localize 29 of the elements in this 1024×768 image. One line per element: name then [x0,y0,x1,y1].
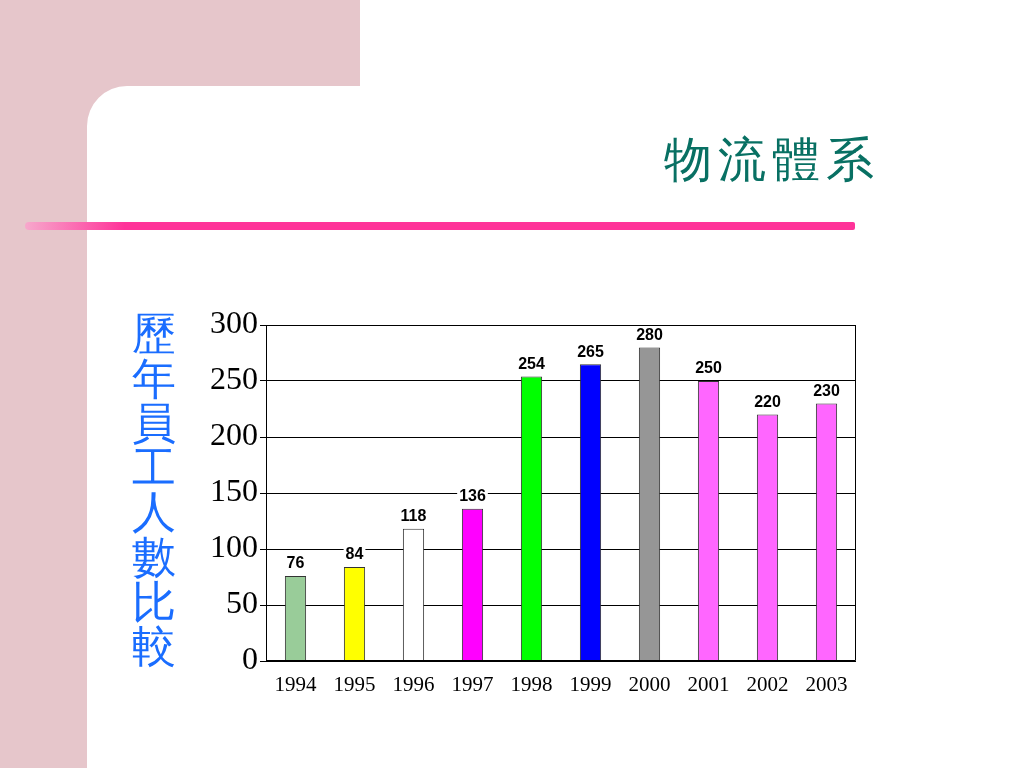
x-tick-label: 1995 [333,672,376,697]
y-tick-label: 250 [210,360,258,397]
x-tick-label: 1998 [510,672,553,697]
data-label: 280 [636,325,663,343]
y-tick-label: 100 [210,528,258,565]
data-label: 84 [345,545,364,563]
x-tick-label: 2002 [746,672,789,697]
data-label: 118 [400,507,427,525]
chart-title: 物流體系 [663,132,880,188]
x-tick-label: 2001 [687,672,730,697]
y-tick-label: 50 [226,584,258,621]
y-tick-label: 200 [210,416,258,453]
y-axis-title: 歷年員工人數比較 [131,308,177,672]
data-label: 230 [813,381,840,399]
y-tick-label: 300 [210,304,258,341]
x-tick-label: 1999 [569,672,612,697]
x-tick-label: 2000 [628,672,671,697]
x-tick-label: 1997 [451,672,494,697]
data-label: 250 [695,359,722,377]
x-tick-label: 1994 [274,672,317,697]
data-label: 76 [286,554,305,572]
data-label: 265 [577,342,604,360]
x-tick-label: 2003 [805,672,848,697]
y-tick-label: 0 [242,640,258,677]
y-tick-label: 150 [210,472,258,509]
data-label: 254 [518,354,545,372]
x-tick-label: 1996 [392,672,435,697]
data-label: 136 [459,487,486,505]
data-label: 220 [754,393,781,411]
